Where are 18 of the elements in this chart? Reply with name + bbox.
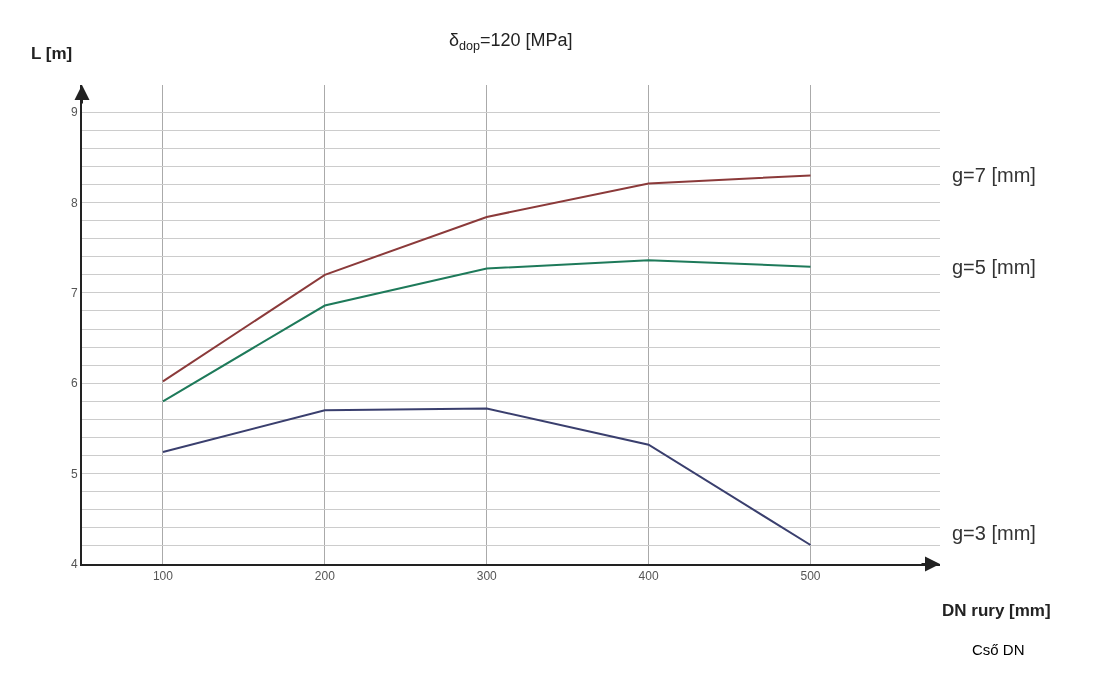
text: g=3 [mm] <box>952 522 1036 544</box>
y-tick-label: 4 <box>70 557 78 572</box>
y-tick-label: 8 <box>70 195 78 210</box>
text: g=7 [mm] <box>952 164 1036 186</box>
x-axis-title: DN rury [mm] <box>942 601 1051 620</box>
x-tick-label: 200 <box>314 569 336 584</box>
x-tick-label: 400 <box>638 569 659 584</box>
x-tick-label: 100 <box>152 569 174 584</box>
y-tick-label: 9 <box>70 105 78 120</box>
y-tick-label: 7 <box>70 286 78 301</box>
chart-title: δ$_{dop}$=120 [MPa] <box>449 30 573 53</box>
y-tick-label: 6 <box>70 376 78 391</box>
x-tick-label: 500 <box>800 569 821 584</box>
text: Cső DN <box>972 641 1025 658</box>
y-tick-label: 5 <box>70 466 78 481</box>
text: g=5 [mm] <box>952 256 1036 278</box>
y-axis-title: L [m] <box>31 44 73 63</box>
x-tick-label: 300 <box>476 569 498 584</box>
